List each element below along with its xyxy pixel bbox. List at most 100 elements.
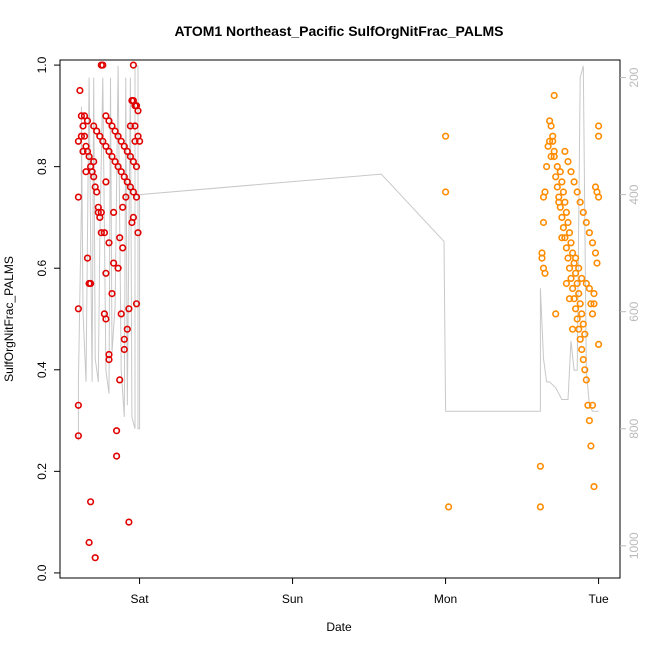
data-point <box>126 152 134 161</box>
data-point <box>74 137 82 145</box>
data-point <box>585 417 594 425</box>
data-point <box>556 168 564 176</box>
y-tick-label: 0.8 <box>35 158 49 175</box>
data-point <box>105 117 113 125</box>
data-point <box>579 208 587 216</box>
data-point <box>442 188 450 196</box>
data-point <box>126 183 134 191</box>
data-point <box>117 168 125 176</box>
data-point <box>578 274 586 283</box>
x-tick-label: Tue <box>588 592 609 606</box>
data-point <box>561 147 569 155</box>
data-point <box>94 203 102 211</box>
data-point <box>576 300 584 308</box>
y2-tick-label: 1000 <box>627 532 641 559</box>
data-point <box>129 61 137 69</box>
data-point <box>582 279 590 288</box>
y2-tick-label: 400 <box>627 184 641 204</box>
data-point <box>561 234 569 242</box>
data-point <box>83 117 92 125</box>
data-point <box>116 376 124 384</box>
data-point <box>570 295 578 303</box>
data-point <box>93 188 101 196</box>
y-tick-label: 0.6 <box>35 260 49 277</box>
data-point <box>565 295 574 303</box>
data-point <box>590 300 598 308</box>
data-point <box>593 259 601 267</box>
data-point <box>80 132 89 140</box>
data-point <box>547 152 555 161</box>
data-point <box>114 132 122 140</box>
data-point <box>123 178 131 186</box>
data-point <box>559 224 568 232</box>
data-point <box>119 244 127 252</box>
data-point <box>567 274 575 283</box>
data-point <box>587 300 595 308</box>
y-tick-label: 0.4 <box>35 361 49 378</box>
data-point <box>591 249 600 257</box>
data-point <box>541 188 549 196</box>
data-point <box>134 229 142 237</box>
data-point <box>102 142 110 150</box>
data-point <box>581 366 589 374</box>
data-point <box>571 254 580 262</box>
data-point <box>111 158 119 166</box>
data-point <box>112 452 121 460</box>
plot-frame <box>59 59 621 579</box>
data-point <box>576 198 584 206</box>
data-point <box>93 127 101 135</box>
data-point <box>542 163 551 171</box>
data-point <box>125 518 133 526</box>
data-point <box>552 310 560 318</box>
data-point <box>571 305 580 313</box>
data-point <box>79 122 87 130</box>
data-point <box>79 147 87 155</box>
data-point <box>126 122 134 130</box>
data-point <box>111 127 119 135</box>
data-point <box>590 290 598 298</box>
data-point <box>123 325 131 333</box>
data-point <box>91 554 99 562</box>
data-point <box>90 173 98 181</box>
data-point <box>558 178 566 186</box>
data-point <box>582 376 590 384</box>
data-point <box>588 401 597 409</box>
data-point <box>553 163 561 171</box>
data-point <box>549 132 557 140</box>
data-point <box>108 122 116 130</box>
data-point <box>132 193 141 201</box>
y-axis-label: SulfOrgNitFrac_PALMS <box>2 256 16 382</box>
data-point <box>102 269 110 277</box>
data-point <box>445 503 453 511</box>
data-point <box>587 442 595 450</box>
data-point <box>99 137 107 145</box>
data-point <box>573 315 581 323</box>
data-point <box>86 498 95 506</box>
data-point <box>132 300 141 308</box>
data-point <box>558 213 566 221</box>
data-point <box>594 193 603 201</box>
data-point <box>74 432 82 440</box>
data-point <box>567 168 575 176</box>
data-point <box>120 335 128 343</box>
data-point <box>564 218 572 227</box>
y2-axis: 200 400 600 800 1000 <box>620 67 641 559</box>
data-point <box>550 91 558 100</box>
data-point <box>76 86 84 95</box>
data-point <box>562 279 571 288</box>
data-point <box>555 198 563 206</box>
y2-tick-label: 800 <box>627 418 641 438</box>
data-point <box>567 239 575 247</box>
data-point <box>579 320 587 328</box>
y2-tick-label: 600 <box>627 301 641 321</box>
data-point <box>442 132 450 140</box>
data-point <box>97 229 105 237</box>
data-point <box>562 208 571 216</box>
data-point <box>131 137 139 145</box>
data-point <box>559 188 568 196</box>
data-point <box>579 356 587 364</box>
data-point <box>109 259 118 267</box>
data-point <box>585 284 594 293</box>
